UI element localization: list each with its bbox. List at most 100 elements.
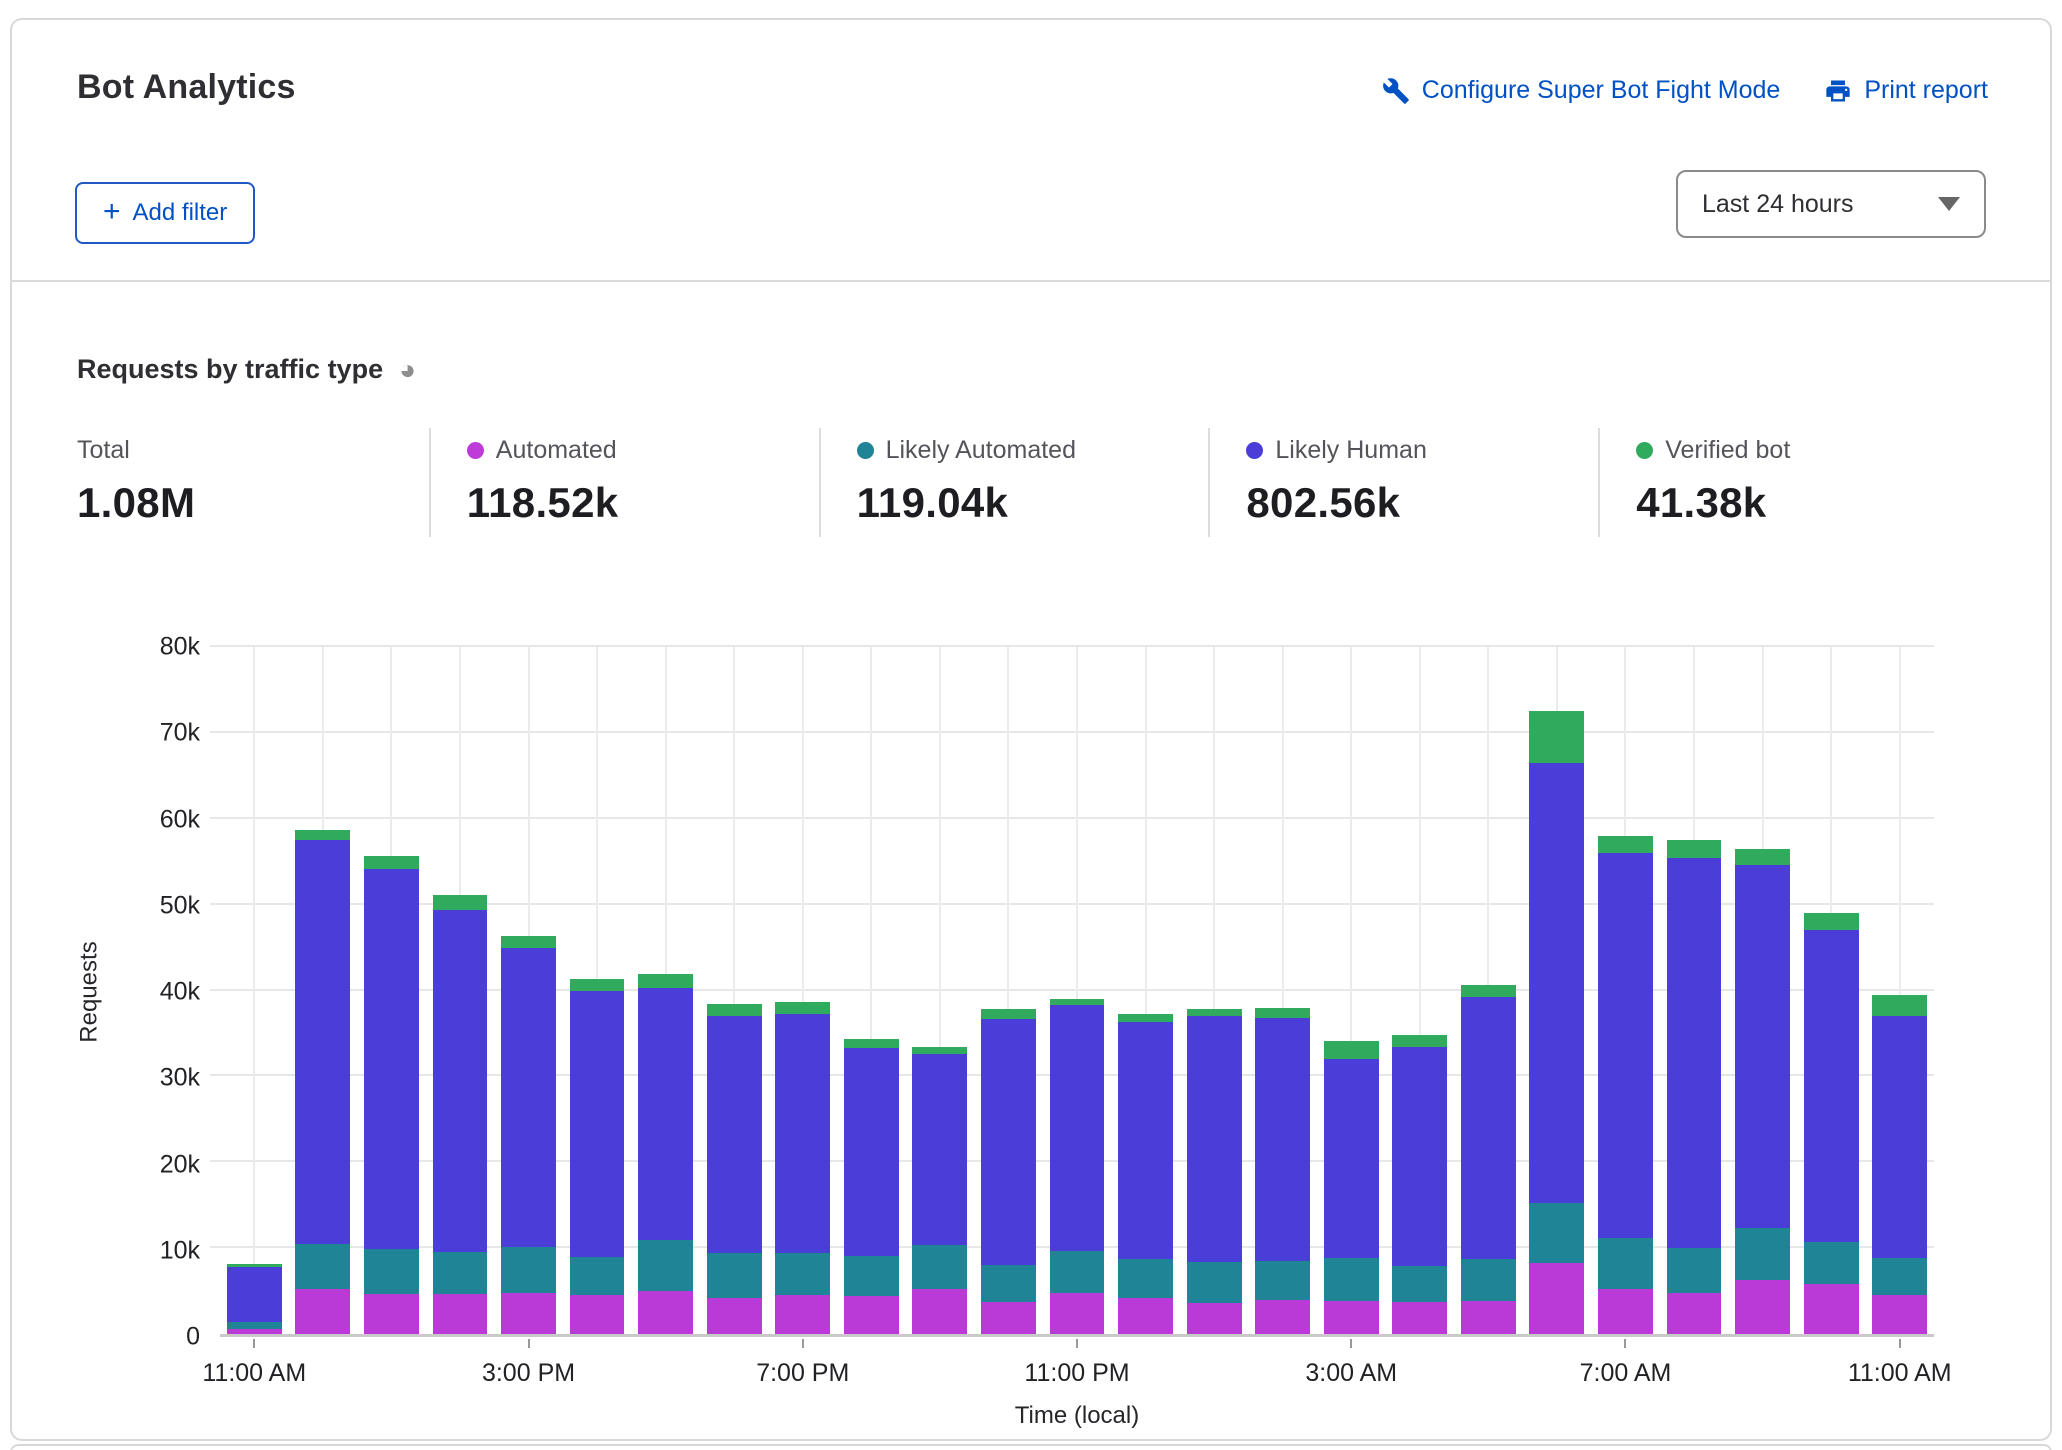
bar-23[interactable]: [1797, 647, 1866, 1334]
bar-segment-automated[interactable]: [638, 1291, 694, 1334]
bar-segment-verified-bot[interactable]: [1186, 1008, 1242, 1017]
bar-segment-verified-bot[interactable]: [843, 1038, 899, 1049]
bar-segment-likely-automated[interactable]: [1598, 1237, 1653, 1289]
add-filter-button[interactable]: + Add filter: [75, 182, 256, 244]
bar-segment-likely-automated[interactable]: [1803, 1242, 1859, 1285]
bar-segment-likely-automated[interactable]: [1735, 1228, 1790, 1280]
bar-segment-likely-automated[interactable]: [912, 1244, 968, 1289]
bar-segment-likely-human[interactable]: [569, 990, 625, 1257]
bar-14[interactable]: [1180, 647, 1249, 1334]
bar-segment-verified-bot[interactable]: [1049, 999, 1105, 1006]
bar-10[interactable]: [906, 647, 975, 1334]
bar-segment-likely-human[interactable]: [1049, 1005, 1105, 1251]
bar-0[interactable]: [220, 647, 289, 1334]
bar-segment-likely-automated[interactable]: [1118, 1259, 1173, 1298]
bar-segment-automated[interactable]: [1049, 1292, 1105, 1334]
bar-segment-verified-bot[interactable]: [706, 1004, 762, 1017]
bar-segment-automated[interactable]: [1186, 1303, 1242, 1334]
bar-segment-automated[interactable]: [1323, 1300, 1379, 1334]
bar-21[interactable]: [1660, 647, 1729, 1334]
bar-segment-automated[interactable]: [775, 1294, 831, 1334]
bar-segment-likely-automated[interactable]: [1392, 1266, 1448, 1303]
bar-5[interactable]: [563, 647, 632, 1334]
bar-segment-verified-bot[interactable]: [226, 1264, 282, 1268]
bar-segment-likely-automated[interactable]: [1460, 1259, 1516, 1302]
bar-segment-verified-bot[interactable]: [1666, 840, 1722, 859]
bar-segment-automated[interactable]: [981, 1302, 1036, 1334]
time-range-select[interactable]: Last 24 hours: [1676, 170, 1986, 238]
bar-segment-automated[interactable]: [226, 1328, 282, 1334]
bar-segment-verified-bot[interactable]: [569, 978, 625, 991]
bar-segment-likely-human[interactable]: [295, 840, 351, 1244]
bar-6[interactable]: [631, 647, 700, 1334]
bar-segment-automated[interactable]: [1598, 1288, 1653, 1334]
bar-segment-likely-human[interactable]: [1255, 1018, 1311, 1262]
bar-segment-likely-human[interactable]: [706, 1016, 762, 1254]
bar-segment-likely-automated[interactable]: [363, 1249, 419, 1294]
bar-segment-likely-human[interactable]: [1529, 762, 1585, 1203]
bar-segment-verified-bot[interactable]: [638, 974, 694, 988]
bar-segment-verified-bot[interactable]: [1255, 1007, 1311, 1018]
bar-segment-likely-human[interactable]: [1666, 858, 1722, 1249]
bar-segment-likely-human[interactable]: [1186, 1016, 1242, 1262]
bar-17[interactable]: [1386, 647, 1455, 1334]
bar-1[interactable]: [289, 647, 358, 1334]
bar-segment-likely-automated[interactable]: [295, 1243, 351, 1289]
bar-segment-likely-human[interactable]: [363, 868, 419, 1249]
bar-segment-automated[interactable]: [1392, 1302, 1448, 1334]
bar-segment-verified-bot[interactable]: [501, 935, 556, 949]
bar-segment-verified-bot[interactable]: [981, 1009, 1036, 1019]
bar-segment-automated[interactable]: [1529, 1262, 1585, 1334]
bar-segment-likely-automated[interactable]: [706, 1253, 762, 1298]
bar-segment-likely-automated[interactable]: [1255, 1261, 1311, 1300]
bar-segment-likely-human[interactable]: [1598, 853, 1653, 1238]
bar-segment-automated[interactable]: [1666, 1292, 1722, 1334]
bar-segment-automated[interactable]: [1803, 1284, 1859, 1334]
bar-18[interactable]: [1454, 647, 1523, 1334]
bar-segment-likely-automated[interactable]: [1186, 1261, 1242, 1304]
bar-segment-likely-human[interactable]: [981, 1018, 1036, 1266]
configure-super-bot-fight-mode-link[interactable]: Configure Super Bot Fight Mode: [1382, 76, 1780, 105]
bar-segment-automated[interactable]: [1872, 1295, 1928, 1334]
bar-9[interactable]: [837, 647, 906, 1334]
bar-segment-automated[interactable]: [1735, 1279, 1790, 1334]
bar-segment-verified-bot[interactable]: [775, 1001, 831, 1014]
bar-segment-likely-automated[interactable]: [1666, 1248, 1722, 1293]
bar-segment-verified-bot[interactable]: [1529, 711, 1585, 763]
bar-segment-automated[interactable]: [432, 1293, 488, 1334]
bar-2[interactable]: [357, 647, 426, 1334]
bar-15[interactable]: [1248, 647, 1317, 1334]
bar-segment-likely-automated[interactable]: [1529, 1202, 1585, 1263]
bar-segment-automated[interactable]: [1460, 1301, 1516, 1334]
bar-12[interactable]: [1043, 647, 1112, 1334]
bar-segment-likely-human[interactable]: [432, 909, 488, 1252]
bar-segment-likely-automated[interactable]: [1872, 1258, 1928, 1296]
bar-segment-likely-human[interactable]: [1803, 930, 1859, 1243]
bar-segment-likely-automated[interactable]: [981, 1265, 1036, 1303]
bar-segment-automated[interactable]: [706, 1297, 762, 1334]
bar-segment-likely-automated[interactable]: [843, 1255, 899, 1297]
bar-segment-likely-human[interactable]: [775, 1013, 831, 1254]
bar-segment-verified-bot[interactable]: [1323, 1041, 1379, 1060]
bar-segment-likely-human[interactable]: [226, 1267, 282, 1322]
bar-segment-verified-bot[interactable]: [1392, 1035, 1448, 1048]
bar-segment-verified-bot[interactable]: [1118, 1013, 1173, 1023]
bar-segment-likely-automated[interactable]: [1323, 1258, 1379, 1301]
bar-segment-likely-automated[interactable]: [226, 1322, 282, 1329]
bar-segment-likely-automated[interactable]: [638, 1240, 694, 1292]
bar-8[interactable]: [768, 647, 837, 1334]
bar-segment-likely-human[interactable]: [843, 1048, 899, 1256]
bar-segment-likely-human[interactable]: [501, 948, 556, 1248]
bar-13[interactable]: [1111, 647, 1180, 1334]
bar-segment-likely-human[interactable]: [912, 1054, 968, 1245]
bar-segment-likely-human[interactable]: [1872, 1016, 1928, 1259]
bar-segment-verified-bot[interactable]: [1735, 848, 1790, 866]
bar-segment-verified-bot[interactable]: [1872, 994, 1928, 1017]
bar-segment-automated[interactable]: [1255, 1299, 1311, 1334]
bar-segment-automated[interactable]: [569, 1295, 625, 1334]
bar-segment-automated[interactable]: [363, 1293, 419, 1334]
bar-16[interactable]: [1317, 647, 1386, 1334]
bar-20[interactable]: [1591, 647, 1660, 1334]
bar-24[interactable]: [1865, 647, 1934, 1334]
bar-segment-likely-human[interactable]: [1392, 1047, 1448, 1267]
